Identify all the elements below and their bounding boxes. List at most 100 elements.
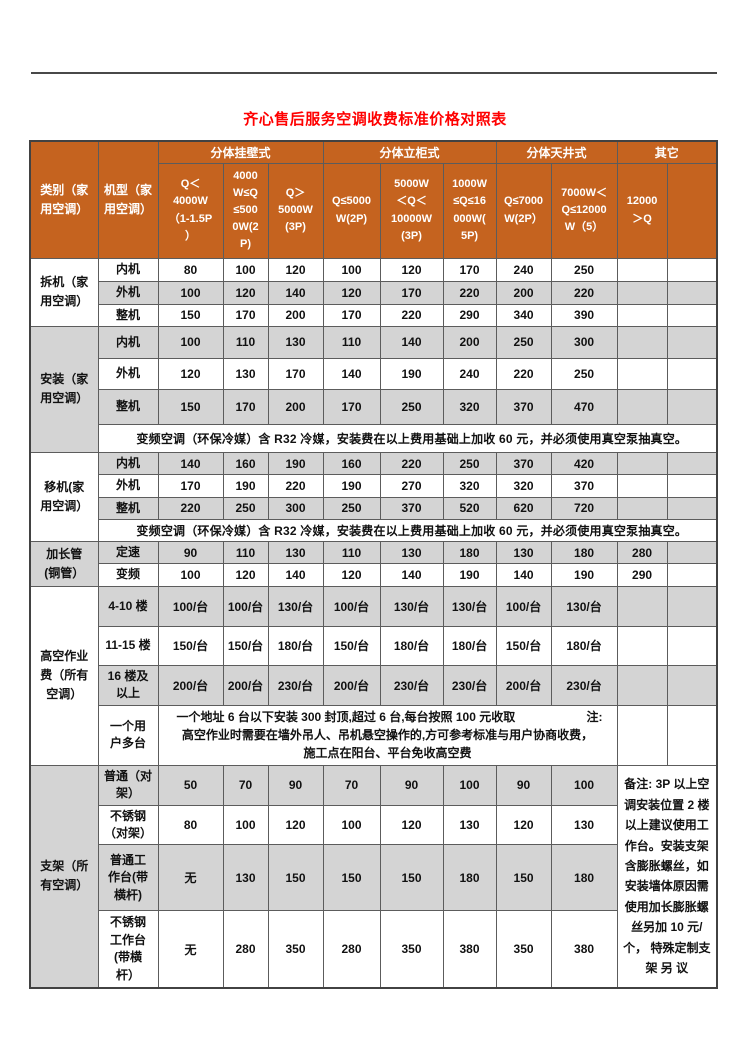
model-cell: 外机 — [97, 280, 159, 305]
price-cell: 150 — [322, 844, 381, 912]
model-cell: 内机 — [97, 325, 159, 359]
page-title: 齐心售后服务空调收费标准价格对照表 — [243, 111, 507, 128]
price-cell: 170 — [222, 303, 269, 327]
model-cell: 一个用 户多台 — [97, 704, 159, 766]
price-cell: 370 — [379, 496, 444, 521]
price-cell: 200/台 — [495, 664, 552, 706]
price-cell: 250 — [442, 451, 497, 476]
price-cell: 120 — [322, 563, 381, 587]
price-cell: 100/台 — [157, 585, 224, 627]
price-cell: 100/台 — [322, 585, 381, 627]
remark-cell: 备注: 3P 以上空 调安装位置 2 楼 以上建议使用工 作台。安装支架 含膨胀… — [616, 764, 718, 989]
model-cell: 外机 — [97, 474, 159, 498]
model-cell: 外机 — [97, 357, 159, 390]
price-cell: 90 — [495, 764, 552, 806]
price-cell: 120 — [157, 357, 224, 390]
price-cell: 200 — [267, 303, 324, 327]
price-cell: 230/台 — [267, 664, 324, 706]
price-cell — [616, 257, 668, 282]
price-cell: 300 — [267, 496, 324, 521]
model-cell: 普通（对 架） — [97, 764, 159, 806]
note-line-1: 一个地址 6 台以下安装 300 封顶,超过 6 台,每台按照 100 元收取 注… — [165, 708, 611, 726]
price-cell: 470 — [550, 388, 618, 425]
category-cell: 加长管 (铜管） — [29, 541, 99, 587]
price-cell: 130/台 — [550, 585, 618, 627]
price-cell: 120 — [379, 257, 444, 282]
header-subcol-row: Q＜ 4000W （1-1.5P ） 4000 W≤Q ≤500 0W(2 P) Q… — [30, 162, 718, 259]
price-cell: 100 — [157, 563, 224, 587]
price-cell: 100 — [550, 764, 618, 806]
subcol-header: 7000W＜ Q≤12000 W（5） — [550, 162, 618, 259]
price-cell: 160 — [222, 451, 269, 476]
price-cell: 140 — [495, 563, 552, 587]
price-cell: 340 — [495, 303, 552, 327]
price-cell — [666, 280, 718, 305]
subcol-header: 12000 ＞Q — [616, 162, 668, 259]
price-cell: 120 — [322, 280, 381, 305]
price-cell — [616, 664, 668, 706]
price-cell — [616, 625, 668, 666]
category-cell: 安装（家 用空调） — [29, 325, 99, 453]
price-cell — [666, 303, 718, 327]
price-cell: 120 — [495, 804, 552, 846]
price-cell: 270 — [379, 474, 444, 498]
table-row: 加长管 (铜管） 定速 90 110 130 110 130 180 130 180 280 — [29, 541, 718, 587]
category-cell: 支架（所 有空调） — [29, 764, 99, 989]
price-cell: 230/台 — [379, 664, 444, 706]
price-cell: 150 — [267, 844, 324, 912]
price-cell: 100 — [222, 804, 269, 846]
price-cell: 220 — [379, 451, 444, 476]
price-cell: 180 — [550, 844, 618, 912]
price-cell: 150 — [495, 844, 552, 912]
price-cell: 380 — [442, 910, 497, 989]
price-cell: 220 — [442, 280, 497, 305]
model-cell: 普通工 作台(带 横杆) — [97, 844, 159, 912]
price-cell: 180/台 — [267, 625, 324, 666]
subcol-header: 1000W ≤Q≤16 000W( 5P) — [442, 162, 497, 259]
model-cell: 整机 — [97, 303, 159, 327]
price-cell: 150/台 — [495, 625, 552, 666]
price-cell: 200 — [442, 325, 497, 359]
model-cell: 变频 — [97, 563, 159, 587]
price-cell: 110 — [322, 541, 381, 565]
price-cell: 240 — [442, 357, 497, 390]
price-cell: 190 — [442, 563, 497, 587]
model-cell: 不锈钢 （对架） — [97, 804, 159, 846]
price-cell: 130/台 — [267, 585, 324, 627]
table-row: 整机 220 250 300 250 370 520 620 720 — [30, 496, 718, 521]
table-row: 不锈钢 （对架） 80 100 120 100 120 130 120 130 — [30, 804, 717, 846]
price-cell: 180/台 — [379, 625, 444, 666]
price-cell — [616, 451, 668, 476]
price-cell — [666, 541, 718, 565]
group-header: 分体挂壁式 — [157, 140, 324, 164]
price-cell: 100 — [222, 257, 269, 282]
price-cell: 130/台 — [442, 585, 497, 627]
price-cell: 380 — [550, 910, 618, 989]
table-row: 整机 150 170 200 170 220 290 340 390 — [30, 303, 718, 327]
table-row: 高空作业 费（所有 空调） 4-10 楼 100/台 100/台 130/台 100/台 1… — [29, 585, 718, 766]
price-cell: 150 — [157, 388, 224, 425]
price-cell: 220 — [267, 474, 324, 498]
note-line-3: 施工点在阳台、平台免收高空费 — [303, 746, 472, 761]
price-cell — [666, 451, 718, 476]
price-cell — [616, 325, 668, 359]
table-row: 外机 170 190 220 190 270 320 320 370 — [30, 474, 718, 498]
price-cell: 220 — [379, 303, 444, 327]
price-cell: 80 — [157, 804, 224, 846]
subcol-header: Q＜ 4000W （1-1.5P ） — [157, 162, 224, 259]
price-cell: 100 — [157, 325, 224, 359]
price-cell: 170 — [442, 257, 497, 282]
price-cell: 160 — [322, 451, 381, 476]
price-cell: 130 — [222, 357, 269, 390]
price-cell — [666, 325, 718, 359]
price-cell: 100 — [157, 280, 224, 305]
price-cell: 520 — [442, 496, 497, 521]
price-cell: 70 — [322, 764, 381, 806]
table-row: 整机 150 170 200 170 250 320 370 470 — [30, 388, 718, 425]
table-row: 变频空调（环保冷媒）含 R32 冷媒，安装费在以上费用基础上加收 60 元，并必… — [30, 519, 718, 543]
table-row: 拆机（家 用空调） 内机 80 100 120 100 120 170 240 250 — [29, 257, 718, 327]
price-cell: 140 — [157, 451, 224, 476]
price-cell: 170 — [322, 303, 381, 327]
price-cell — [616, 474, 668, 498]
table-row: 不锈钢 工作台 (带横 杆）无 280 350 280 350 380 350 380 — [30, 910, 717, 989]
